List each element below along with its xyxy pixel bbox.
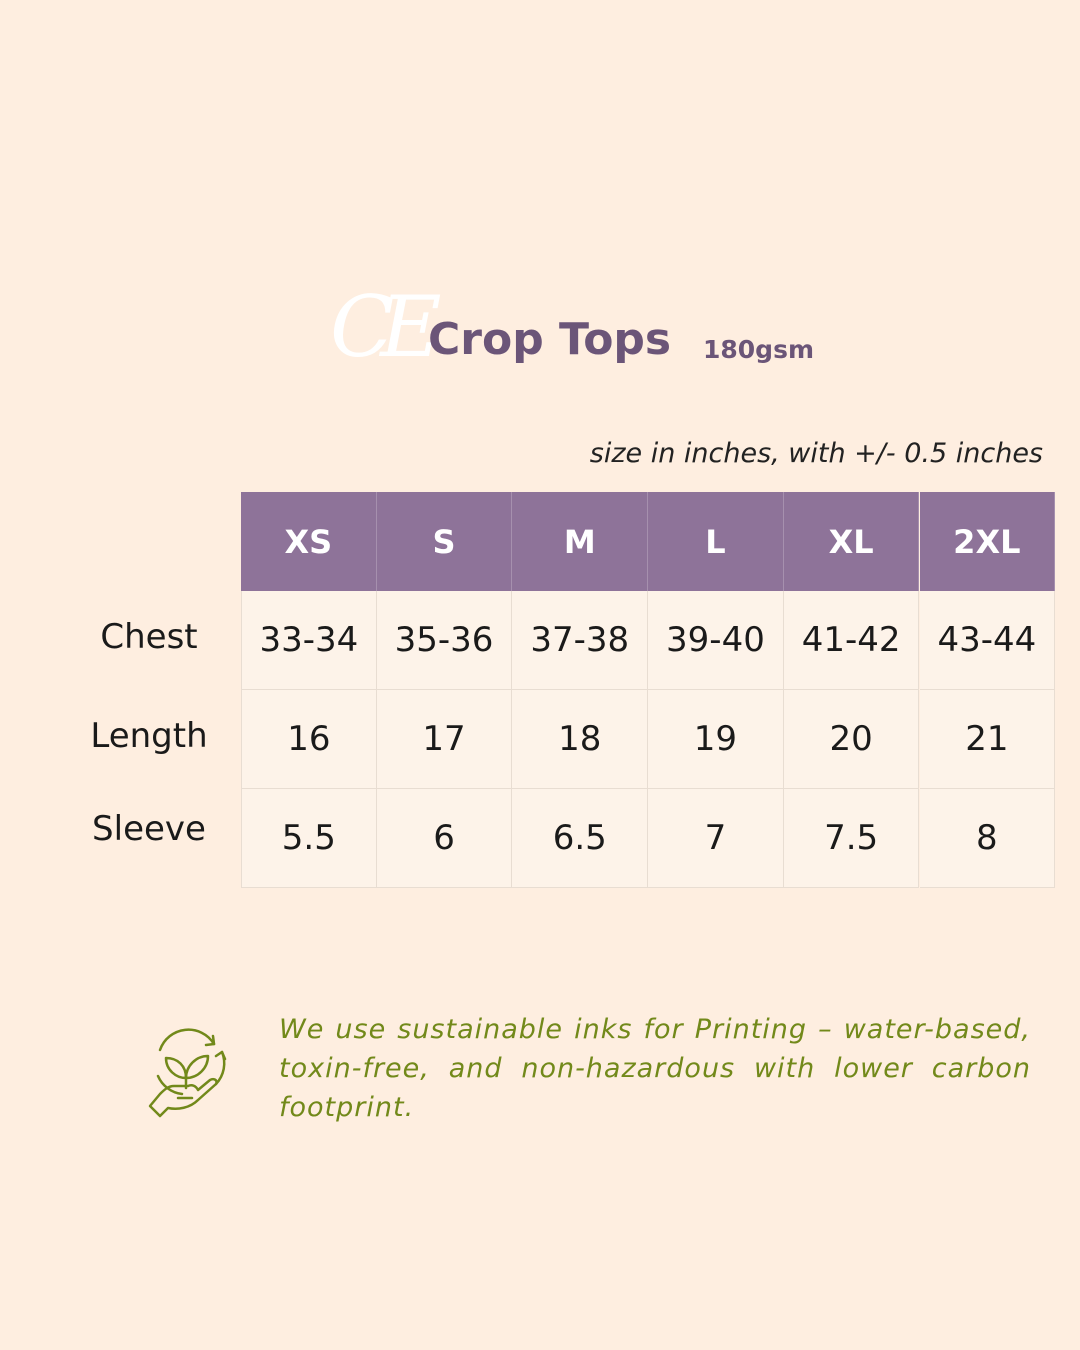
table-cell: 37-38 xyxy=(512,591,649,690)
table-cell: 6.5 xyxy=(512,789,649,888)
column-header: XL xyxy=(783,492,920,591)
row-label: Chest xyxy=(100,616,198,657)
table-cell: 19 xyxy=(648,690,784,789)
title: Crop Tops xyxy=(428,314,672,365)
table-cell: 41-42 xyxy=(783,591,920,690)
table-cell: 7.5 xyxy=(783,789,920,888)
column-header: 2XL xyxy=(919,492,1056,591)
table-cell: 18 xyxy=(512,690,649,789)
column-header: L xyxy=(648,492,784,591)
note: size in inches, with +/- 0.5 inches xyxy=(589,438,1043,469)
eco-icon xyxy=(148,1028,227,1118)
table-cell: 6 xyxy=(376,789,513,888)
row-label: Sleeve xyxy=(92,808,206,849)
table-cell: 8 xyxy=(919,789,1056,888)
subtitle: 180gsm xyxy=(703,335,815,364)
table-cell: 16 xyxy=(241,690,377,789)
table-cell: 35-36 xyxy=(376,591,513,690)
table-cell: 43-44 xyxy=(919,591,1056,690)
table-cell: 21 xyxy=(919,690,1056,789)
column-header: M xyxy=(512,492,649,591)
footer-text: We use sustainable inks for Printing – w… xyxy=(279,1014,1031,1123)
table-cell: 39-40 xyxy=(648,591,784,690)
table-cell: 17 xyxy=(376,690,513,789)
table-cell: 7 xyxy=(648,789,784,888)
table-cell: 20 xyxy=(783,690,920,789)
table-cell: 33-34 xyxy=(241,591,377,690)
table-cell: 5.5 xyxy=(241,789,377,888)
column-header: S xyxy=(376,492,513,591)
row-label: Length xyxy=(90,715,208,756)
column-header: XS xyxy=(241,492,377,591)
logo: CE xyxy=(330,278,442,376)
